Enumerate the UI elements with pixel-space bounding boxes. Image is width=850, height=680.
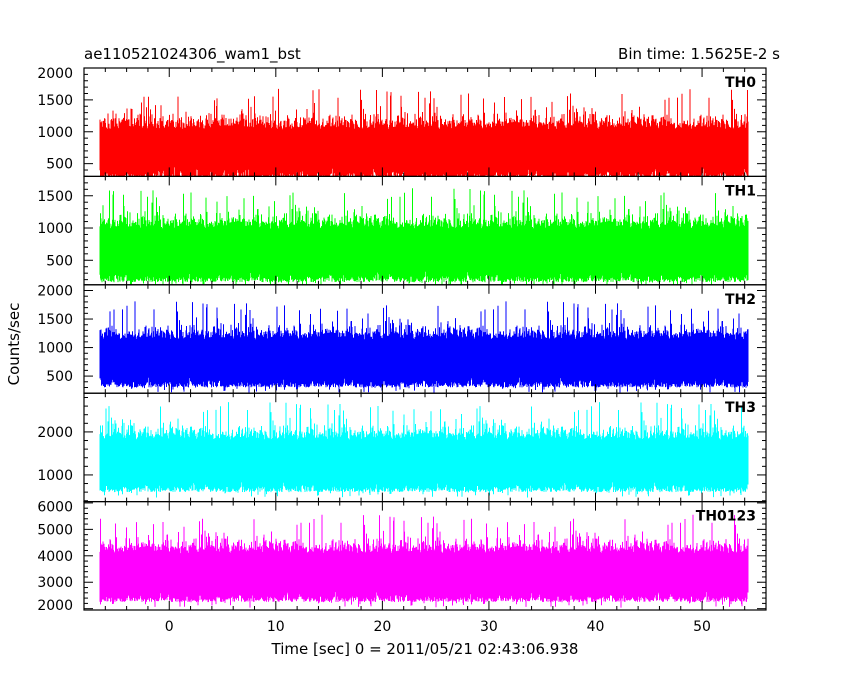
y-tick-label: 1000: [37, 341, 73, 357]
panel-label: TH0: [725, 75, 756, 91]
panel-label: TH2: [725, 292, 756, 308]
panel-label: TH1: [725, 183, 756, 199]
y-tick-label: 500: [46, 369, 73, 385]
y-tick-label: 2000: [37, 425, 73, 441]
panel-label: TH0123: [696, 509, 756, 525]
panel-th0: 500 1000 1500 2000 TH0: [37, 66, 767, 178]
series-th0: [99, 88, 749, 177]
panel-th3: 1000 2000 TH3: [37, 392, 767, 503]
y-tick-label: 2000: [37, 66, 73, 82]
series-th0123: [99, 514, 749, 608]
y-axis-label: Counts/sec: [5, 303, 23, 386]
y-tick-label: 1000: [37, 221, 73, 237]
panel-th2: 500 1000 1500 2000 TH2: [37, 284, 767, 394]
x-tick-label: 10: [267, 619, 285, 635]
x-tick-label: 30: [480, 619, 498, 635]
x-tick-label: 40: [587, 619, 605, 635]
chart-title-bin-time: Bin time: 1.5625E-2 s: [618, 45, 780, 63]
series-th3: [99, 402, 749, 498]
x-tick-label: 0: [165, 619, 174, 635]
y-tick-label: 1500: [37, 312, 73, 328]
panel-label: TH3: [725, 400, 756, 416]
y-tick-label: 5000: [37, 522, 73, 538]
y-tick-label: 6000: [37, 500, 73, 516]
y-tick-label: 1500: [37, 93, 73, 109]
series-th2: [99, 301, 749, 393]
series-th1: [99, 188, 749, 285]
y-tick-label: 2000: [37, 284, 73, 300]
x-tick-label: 20: [373, 619, 391, 635]
y-tick-label: 1500: [37, 189, 73, 205]
y-tick-label: 3000: [37, 575, 73, 591]
panel-th0123: 2000 3000 4000 5000 6000 TH0123: [37, 500, 767, 614]
y-tick-label: 4000: [37, 549, 73, 565]
y-tick-label: 1000: [37, 125, 73, 141]
y-tick-label: 500: [46, 157, 73, 173]
panel-th1: 500 1000 1500 TH1: [37, 175, 767, 286]
y-tick-label: 2000: [37, 598, 73, 614]
y-tick-label: 1000: [37, 468, 73, 484]
chart-title-source: ae110521024306_wam1_bst: [84, 45, 301, 64]
x-tick-label: 50: [693, 619, 711, 635]
y-tick-label: 500: [46, 253, 73, 269]
x-axis-label: Time [sec] 0 = 2011/05/21 02:43:06.938: [271, 640, 579, 658]
